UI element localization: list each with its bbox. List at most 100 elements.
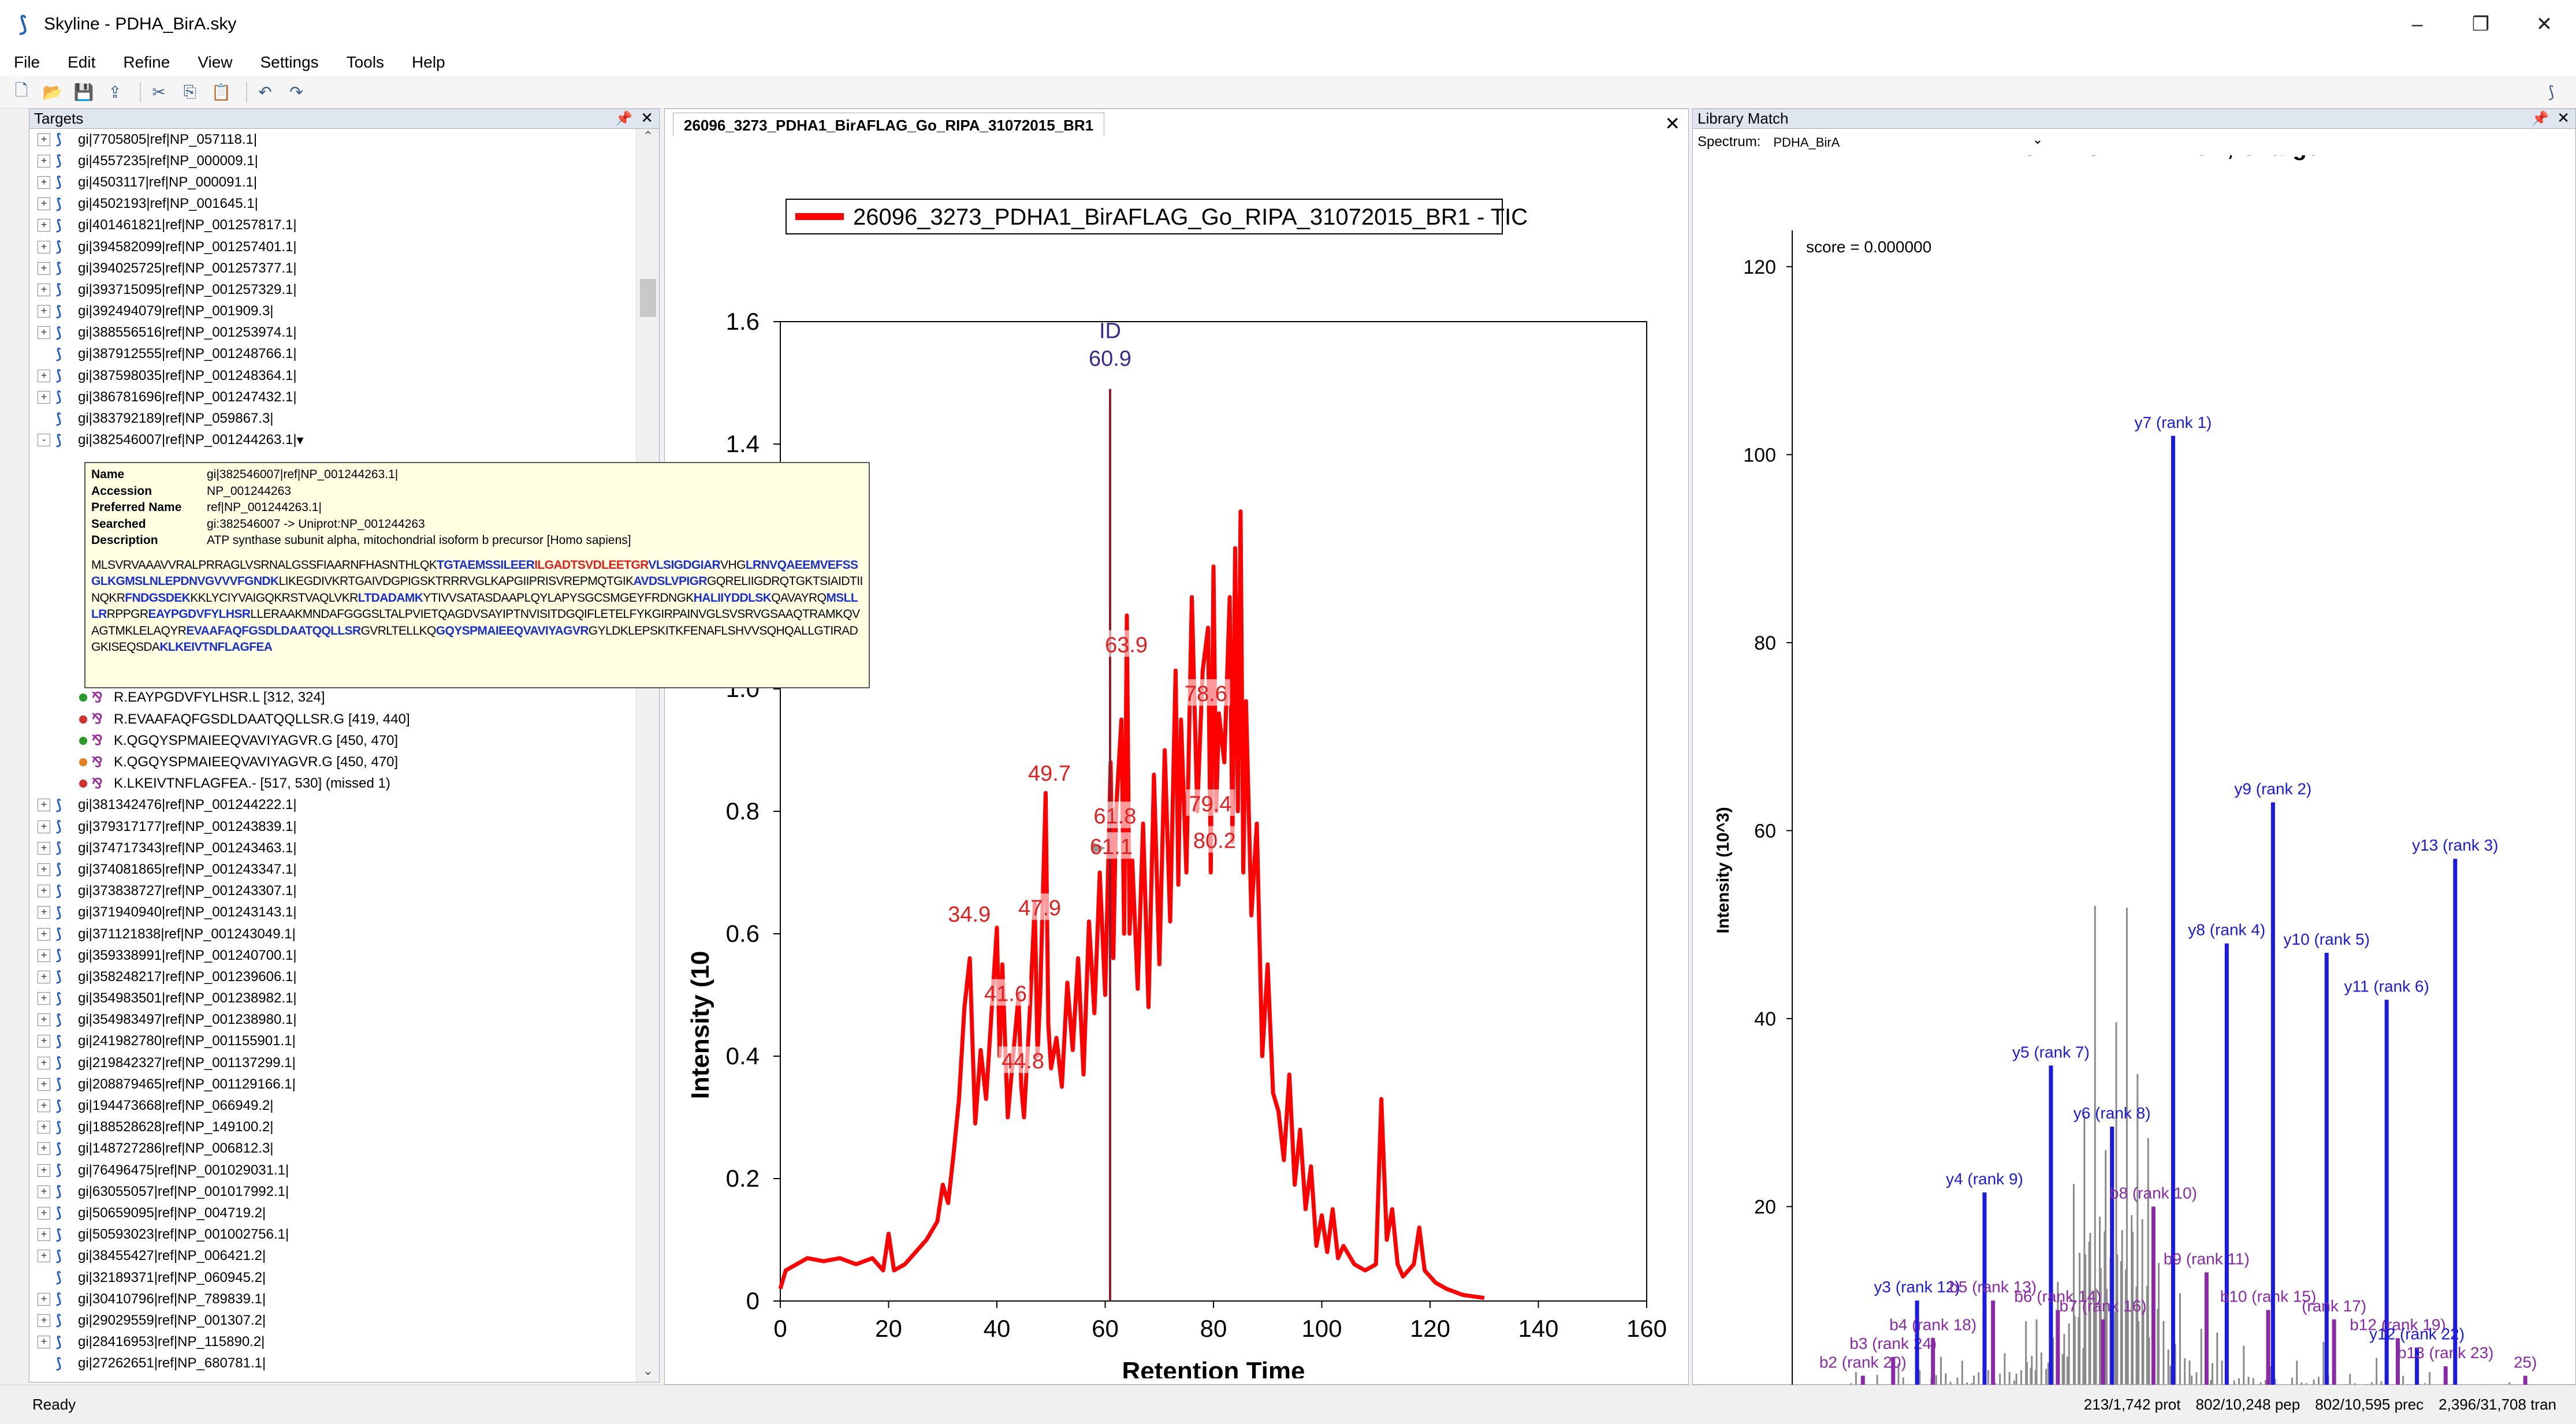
- protein-item[interactable]: + ⟆ gi|394582099|ref|NP_001257401.1|: [29, 236, 636, 258]
- protein-item[interactable]: + ⟆ gi|4557235|ref|NP_000009.1|: [29, 150, 636, 172]
- protein-item[interactable]: + ⟆ gi|50593023|ref|NP_001002756.1|: [29, 1224, 636, 1246]
- expand-icon[interactable]: +: [38, 1292, 50, 1306]
- open-folder-icon[interactable]: 📂: [42, 83, 63, 101]
- expand-icon[interactable]: +: [38, 885, 50, 898]
- redo-icon[interactable]: ↷: [289, 83, 303, 101]
- protein-item[interactable]: + ⟆ gi|387598035|ref|NP_001248364.1|: [29, 365, 636, 386]
- protein-item[interactable]: ⟆ gi|383792189|ref|NP_059867.3|: [29, 408, 636, 429]
- protein-item[interactable]: + ⟆ gi|392494079|ref|NP_001909.3|: [29, 301, 636, 322]
- expand-icon[interactable]: +: [38, 1142, 50, 1155]
- targets-scrollbar[interactable]: ⌃ ⌄: [636, 129, 659, 1382]
- protein-item[interactable]: + ⟆ gi|76496475|ref|NP_001029031.1|: [29, 1160, 636, 1181]
- protein-item[interactable]: + ⟆ gi|381342476|ref|NP_001244222.1|: [29, 795, 636, 816]
- expand-icon[interactable]: +: [38, 970, 50, 983]
- expand-icon[interactable]: +: [38, 154, 50, 167]
- expand-icon[interactable]: +: [38, 1314, 50, 1327]
- protein-item[interactable]: + ⟆ gi|28416953|ref|NP_115890.2|: [29, 1332, 636, 1353]
- protein-item[interactable]: + ⟆ gi|374717343|ref|NP_001243463.1|: [29, 837, 636, 859]
- expand-icon[interactable]: +: [38, 799, 50, 812]
- protein-item[interactable]: + ⟆ gi|394025725|ref|NP_001257377.1|: [29, 258, 636, 279]
- expand-icon[interactable]: +: [38, 197, 50, 211]
- peptide-item[interactable]: ⅋ K.QGQYSPMAIEEQVAVIYAGVR.G [450, 470]: [29, 751, 636, 773]
- protein-item[interactable]: + ⟆ gi|388556516|ref|NP_001253974.1|: [29, 322, 636, 344]
- scrollbar-thumb[interactable]: [640, 279, 656, 317]
- protein-item[interactable]: + ⟆ gi|63055057|ref|NP_001017992.1|: [29, 1181, 636, 1202]
- protein-item[interactable]: + ⟆ gi|373838727|ref|NP_001243307.1|: [29, 881, 636, 902]
- expand-icon[interactable]: +: [38, 1206, 50, 1220]
- expand-icon[interactable]: +: [38, 1099, 50, 1113]
- protein-item[interactable]: + ⟆ gi|374081865|ref|NP_001243347.1|: [29, 859, 636, 880]
- expand-icon[interactable]: +: [38, 820, 50, 833]
- protein-item[interactable]: + ⟆ gi|393715095|ref|NP_001257329.1|: [29, 279, 636, 300]
- expand-icon[interactable]: +: [38, 262, 50, 275]
- expand-icon[interactable]: +: [38, 219, 50, 232]
- menu-settings[interactable]: Settings: [260, 53, 319, 71]
- protein-item[interactable]: + ⟆ gi|371940940|ref|NP_001243143.1|: [29, 902, 636, 923]
- new-document-icon[interactable]: 🗋: [14, 81, 28, 99]
- protein-item[interactable]: ⟆ gi|32189371|ref|NP_060945.2|: [29, 1267, 636, 1288]
- paste-icon[interactable]: 📋: [211, 83, 232, 101]
- menu-view[interactable]: View: [198, 53, 233, 71]
- expand-icon[interactable]: +: [38, 326, 50, 340]
- peptide-item[interactable]: ⅋ K.LKEIVTNFLAGFEA.- [517, 530] (missed 1…: [29, 773, 636, 795]
- expand-icon[interactable]: +: [38, 841, 50, 855]
- menu-edit[interactable]: Edit: [68, 53, 96, 71]
- protein-item[interactable]: + ⟆ gi|379317177|ref|NP_001243839.1|: [29, 816, 636, 837]
- expand-icon[interactable]: +: [38, 176, 50, 189]
- scroll-up-icon[interactable]: ⌃: [642, 129, 654, 143]
- expand-icon[interactable]: +: [38, 949, 50, 962]
- protein-item[interactable]: + ⟆ gi|29029559|ref|NP_001307.2|: [29, 1310, 636, 1331]
- protein-item[interactable]: ⟆ gi|27262651|ref|NP_680781.1|: [29, 1353, 636, 1374]
- close-tab-icon[interactable]: ✕: [1665, 113, 1680, 134]
- menu-tools[interactable]: Tools: [346, 53, 385, 71]
- protein-item[interactable]: + ⟆ gi|401461821|ref|NP_001257817.1|: [29, 215, 636, 236]
- close-icon[interactable]: ✕: [2557, 109, 2570, 126]
- copy-icon[interactable]: ⎘: [183, 83, 197, 100]
- undo-icon[interactable]: ↶: [258, 83, 272, 101]
- protein-item[interactable]: + ⟆ gi|358248217|ref|NP_001239606.1|: [29, 966, 636, 987]
- cut-icon[interactable]: ✂: [152, 83, 166, 101]
- menu-file[interactable]: File: [14, 53, 40, 71]
- protein-item[interactable]: + ⟆ gi|359338991|ref|NP_001240700.1|: [29, 945, 636, 966]
- scroll-down-icon[interactable]: ⌄: [642, 1363, 654, 1378]
- protein-item[interactable]: + ⟆ gi|7705805|ref|NP_057118.1|: [29, 129, 636, 150]
- protein-item[interactable]: + ⟆ gi|4503117|ref|NP_000091.1|: [29, 172, 636, 193]
- protein-item[interactable]: + ⟆ gi|50659095|ref|NP_004719.2|: [29, 1202, 636, 1224]
- expand-icon[interactable]: +: [38, 1121, 50, 1134]
- protein-item[interactable]: + ⟆ gi|354983501|ref|NP_001238982.1|: [29, 988, 636, 1009]
- expand-icon[interactable]: +: [38, 927, 50, 941]
- expand-icon[interactable]: +: [38, 1228, 50, 1242]
- protein-item[interactable]: + ⟆ gi|219842327|ref|NP_001137299.1|: [29, 1052, 636, 1073]
- peptide-item[interactable]: ⅋ R.EAYPGDVFYLHSR.L [312, 324]: [29, 687, 636, 709]
- minimize-button[interactable]: –: [2411, 13, 2423, 35]
- publish-icon[interactable]: ⇪: [108, 83, 122, 101]
- expand-icon[interactable]: +: [38, 390, 50, 404]
- expand-icon[interactable]: +: [38, 1164, 50, 1177]
- chromatogram-tab[interactable]: 26096_3273_PDHA1_BirAFLAG_Go_RIPA_310720…: [673, 113, 1105, 136]
- skyline-corner-icon[interactable]: ⟆: [2548, 83, 2555, 101]
- save-icon[interactable]: 💾: [73, 83, 94, 101]
- protein-item[interactable]: + ⟆ gi|354983497|ref|NP_001238980.1|: [29, 1009, 636, 1031]
- menu-refine[interactable]: Refine: [123, 53, 170, 71]
- expand-icon[interactable]: +: [38, 240, 50, 254]
- protein-item[interactable]: + ⟆ gi|148727286|ref|NP_006812.3|: [29, 1138, 636, 1160]
- protein-item[interactable]: - ⟆ gi|382546007|ref|NP_001244263.1| ▾: [29, 430, 636, 451]
- expand-icon[interactable]: +: [38, 863, 50, 876]
- expand-icon[interactable]: +: [38, 992, 50, 1005]
- protein-item[interactable]: + ⟆ gi|4502193|ref|NP_001645.1|: [29, 193, 636, 215]
- protein-item[interactable]: + ⟆ gi|30410796|ref|NP_789839.1|: [29, 1288, 636, 1310]
- protein-item[interactable]: + ⟆ gi|188528628|ref|NP_149100.2|: [29, 1117, 636, 1138]
- spectrum-dropdown[interactable]: PDHA_BirA: [1771, 133, 2043, 151]
- expand-icon[interactable]: +: [38, 133, 50, 146]
- pin-icon[interactable]: 📌: [2532, 111, 2549, 126]
- close-icon[interactable]: ✕: [641, 109, 653, 126]
- protein-item[interactable]: + ⟆ gi|38455427|ref|NP_006421.2|: [29, 1246, 636, 1267]
- expand-icon[interactable]: +: [38, 305, 50, 318]
- dropdown-arrow-icon[interactable]: ▾: [296, 432, 304, 448]
- expand-icon[interactable]: +: [38, 906, 50, 919]
- close-window-button[interactable]: ✕: [2536, 13, 2553, 35]
- protein-item[interactable]: + ⟆ gi|208879465|ref|NP_001129166.1|: [29, 1073, 636, 1095]
- protein-item[interactable]: + ⟆ gi|194473668|ref|NP_066949.2|: [29, 1095, 636, 1116]
- expand-icon[interactable]: +: [38, 1185, 50, 1198]
- restore-button[interactable]: ❐: [2471, 13, 2490, 35]
